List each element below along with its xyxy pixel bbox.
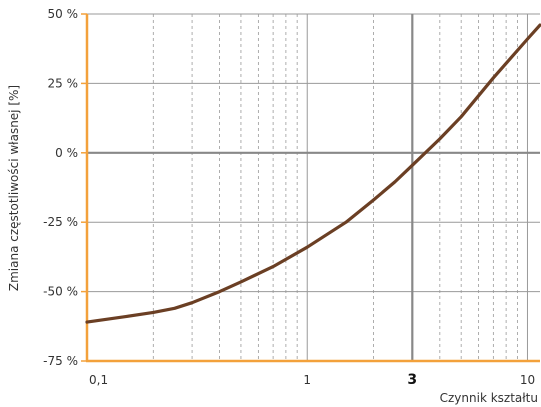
y-tick-label: 25 % [48, 76, 79, 90]
y-tick-label: -75 % [43, 354, 78, 368]
reference-lines [87, 14, 540, 361]
x-tick-label: 3 [407, 372, 417, 388]
y-axis-title: Zmiana częstotliwości własnej [%] [7, 85, 21, 291]
x-tick-label: 10 [520, 373, 535, 387]
x-tick-label: 0,1 [89, 373, 108, 387]
y-tick-label: -25 % [43, 215, 78, 229]
x-axis-title: Czynnik kształtu [440, 391, 538, 405]
x-tick-labels: 0,1 1 3 10 [89, 372, 535, 388]
y-tick-label: 50 % [48, 7, 79, 21]
y-tick-label: -50 % [43, 285, 78, 299]
y-tick-label: 0 % [55, 146, 78, 160]
y-tick-labels: 50 % 25 % 0 % -25 % -50 % -75 % [43, 7, 78, 368]
minor-grid [87, 13, 540, 361]
axes [81, 13, 540, 363]
series-layer [85, 23, 541, 324]
x-tick-label: 1 [303, 373, 311, 387]
series-line [85, 23, 541, 324]
